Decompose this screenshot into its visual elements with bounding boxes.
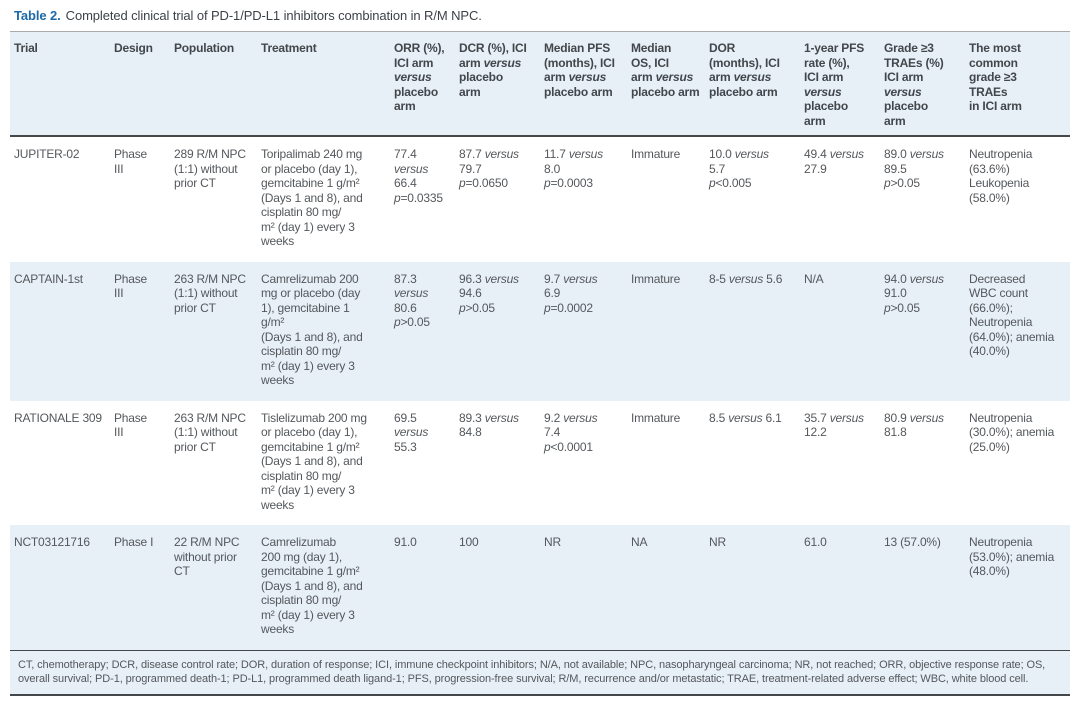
- cell-pfs1yr: N/A: [804, 271, 824, 286]
- table-row: RATIONALE 309 Phase III 263 R/M NPC (1:1) wi…: [10, 401, 1070, 526]
- table-body: JUPITER-02 Phase III 289 R/M NPC (1:1) witho…: [10, 136, 1070, 650]
- cell-os: Immature: [631, 147, 681, 161]
- cell-dcr: 100: [459, 535, 479, 549]
- cell-design: Phase III: [114, 271, 148, 301]
- cell-trial: CAPTAIN-1st: [14, 271, 83, 286]
- table-title: Table 2. Completed clinical trial of PD-1…: [14, 8, 1070, 24]
- cell-grade3: 80.9 versus 81.8: [884, 410, 944, 440]
- column-header-trial: Trial: [10, 31, 114, 137]
- column-header-population: Population: [174, 31, 261, 137]
- cell-dcr: 89.3 versus 84.8: [459, 410, 519, 440]
- column-header-grade3: Grade ≥3 TRAEs (%) ICI arm versus placebo arm: [884, 31, 969, 137]
- cell-pfs: 11.7 versus 8.0 p=0.0003: [544, 147, 603, 190]
- cell-population: 22 R/M NPC without prior CT: [174, 535, 240, 578]
- cell-pfs1yr: 61.0: [804, 535, 827, 549]
- table-row: JUPITER-02 Phase III 289 R/M NPC (1:1) witho…: [10, 136, 1070, 262]
- column-header-dor: DOR (months), ICI arm versus placebo arm: [709, 31, 804, 137]
- table-caption: Completed clinical trial of PD-1/PD-L1 i…: [65, 8, 482, 23]
- cell-design: Phase III: [114, 147, 148, 176]
- column-header-os: Median OS, ICI arm versus placebo arm: [631, 31, 709, 137]
- cell-grade3: 94.0 versus 91.0 p>0.05: [884, 271, 944, 315]
- table-number-label: Table 2.: [14, 8, 61, 23]
- cell-treatment: Camrelizumab 200 mg or placebo (day 1), ge…: [261, 271, 363, 388]
- cell-treatment: Camrelizumab 200 mg (day 1), gemcitabine 1…: [261, 535, 363, 636]
- column-header-dcr: DCR (%), ICI arm versus placebo arm: [459, 31, 544, 137]
- table-footnote: CT, chemotherapy; DCR, disease control r…: [10, 649, 1070, 696]
- cell-pfs1yr: 49.4 versus 27.9: [804, 147, 864, 176]
- column-header-pfs: Median PFS (months), ICI arm versus placebo…: [544, 31, 631, 137]
- cell-dor: 8.5 versus 6.1: [709, 410, 782, 425]
- cell-common: Neutropenia (63.6%) Leukopenia (58.0%): [969, 147, 1033, 205]
- cell-treatment: Toripalimab 240 mg or placebo (day 1), gem…: [261, 147, 363, 248]
- cell-os: Immature: [631, 410, 681, 425]
- cell-pfs: 9.2 versus 7.4 p<0.0001: [544, 410, 598, 454]
- cell-common: Decreased WBC count (66.0%); Neutropenia (64…: [969, 271, 1055, 359]
- cell-grade3: 13 (57.0%): [884, 535, 941, 549]
- cell-dcr: 87.7 versus 79.7 p=0.0650: [459, 147, 519, 190]
- cell-dor: NR: [709, 535, 726, 549]
- column-header-common: The most common grade ≥3 TRAEs in ICI arm: [969, 31, 1070, 137]
- cell-dcr: 96.3 versus 94.6 p>0.05: [459, 271, 519, 315]
- cell-pfs: NR: [544, 535, 561, 549]
- cell-grade3: 89.0 versus 89.5 p>0.05: [884, 147, 944, 190]
- cell-trial: RATIONALE 309: [14, 410, 102, 425]
- cell-common: Neutropenia (30.0%); anemia (25.0%): [969, 410, 1055, 454]
- table-header-row: Trial Design Population Treatment ORR (%), IC…: [10, 31, 1070, 137]
- column-header-design: Design: [114, 31, 174, 137]
- column-header-pfs1yr: 1-year PFS rate (%), ICI arm versus placebo a…: [804, 31, 884, 137]
- cell-pfs1yr: 35.7 versus 12.2: [804, 410, 864, 440]
- cell-trial: JUPITER-02: [14, 147, 80, 161]
- cell-treatment: Tislelizumab 200 mg or placebo (day 1), ge…: [261, 410, 367, 512]
- cell-population: 263 R/M NPC (1:1) without prior CT: [174, 271, 246, 315]
- table-header: Trial Design Population Treatment ORR (%), IC…: [10, 31, 1070, 137]
- cell-orr: 91.0: [394, 535, 417, 549]
- clinical-trials-table: Trial Design Population Treatment ORR (%), IC…: [10, 31, 1070, 650]
- cell-os: Immature: [631, 271, 681, 286]
- cell-orr: 69.5 versus 55.3: [394, 410, 429, 454]
- column-header-orr: ORR (%), ICI arm versus placebo arm: [394, 31, 459, 137]
- table-row: CAPTAIN-1st Phase III 263 R/M NPC (1:1) with…: [10, 261, 1070, 401]
- cell-design: Phase III: [114, 410, 148, 440]
- column-header-treatment: Treatment: [261, 31, 394, 137]
- cell-population: 263 R/M NPC (1:1) without prior CT: [174, 410, 246, 454]
- cell-orr: 77.4 versus 66.4 p=0.0335: [394, 147, 443, 205]
- cell-dor: 10.0 versus 5.7 p<0.005: [709, 147, 769, 190]
- cell-common: Neutropenia (53.0%); anemia (48.0%): [969, 535, 1055, 578]
- cell-population: 289 R/M NPC (1:1) without prior CT: [174, 147, 246, 190]
- cell-pfs: 9.7 versus 6.9 p=0.0002: [544, 271, 598, 315]
- cell-orr: 87.3 versus 80.6 p>0.05: [394, 271, 430, 330]
- cell-design: Phase I: [114, 535, 154, 549]
- table-row: NCT03121716 Phase I 22 R/M NPC without prio…: [10, 525, 1070, 650]
- cell-trial: NCT03121716: [14, 535, 90, 549]
- cell-os: NA: [631, 535, 648, 549]
- cell-dor: 8-5 versus 5.6: [709, 271, 783, 286]
